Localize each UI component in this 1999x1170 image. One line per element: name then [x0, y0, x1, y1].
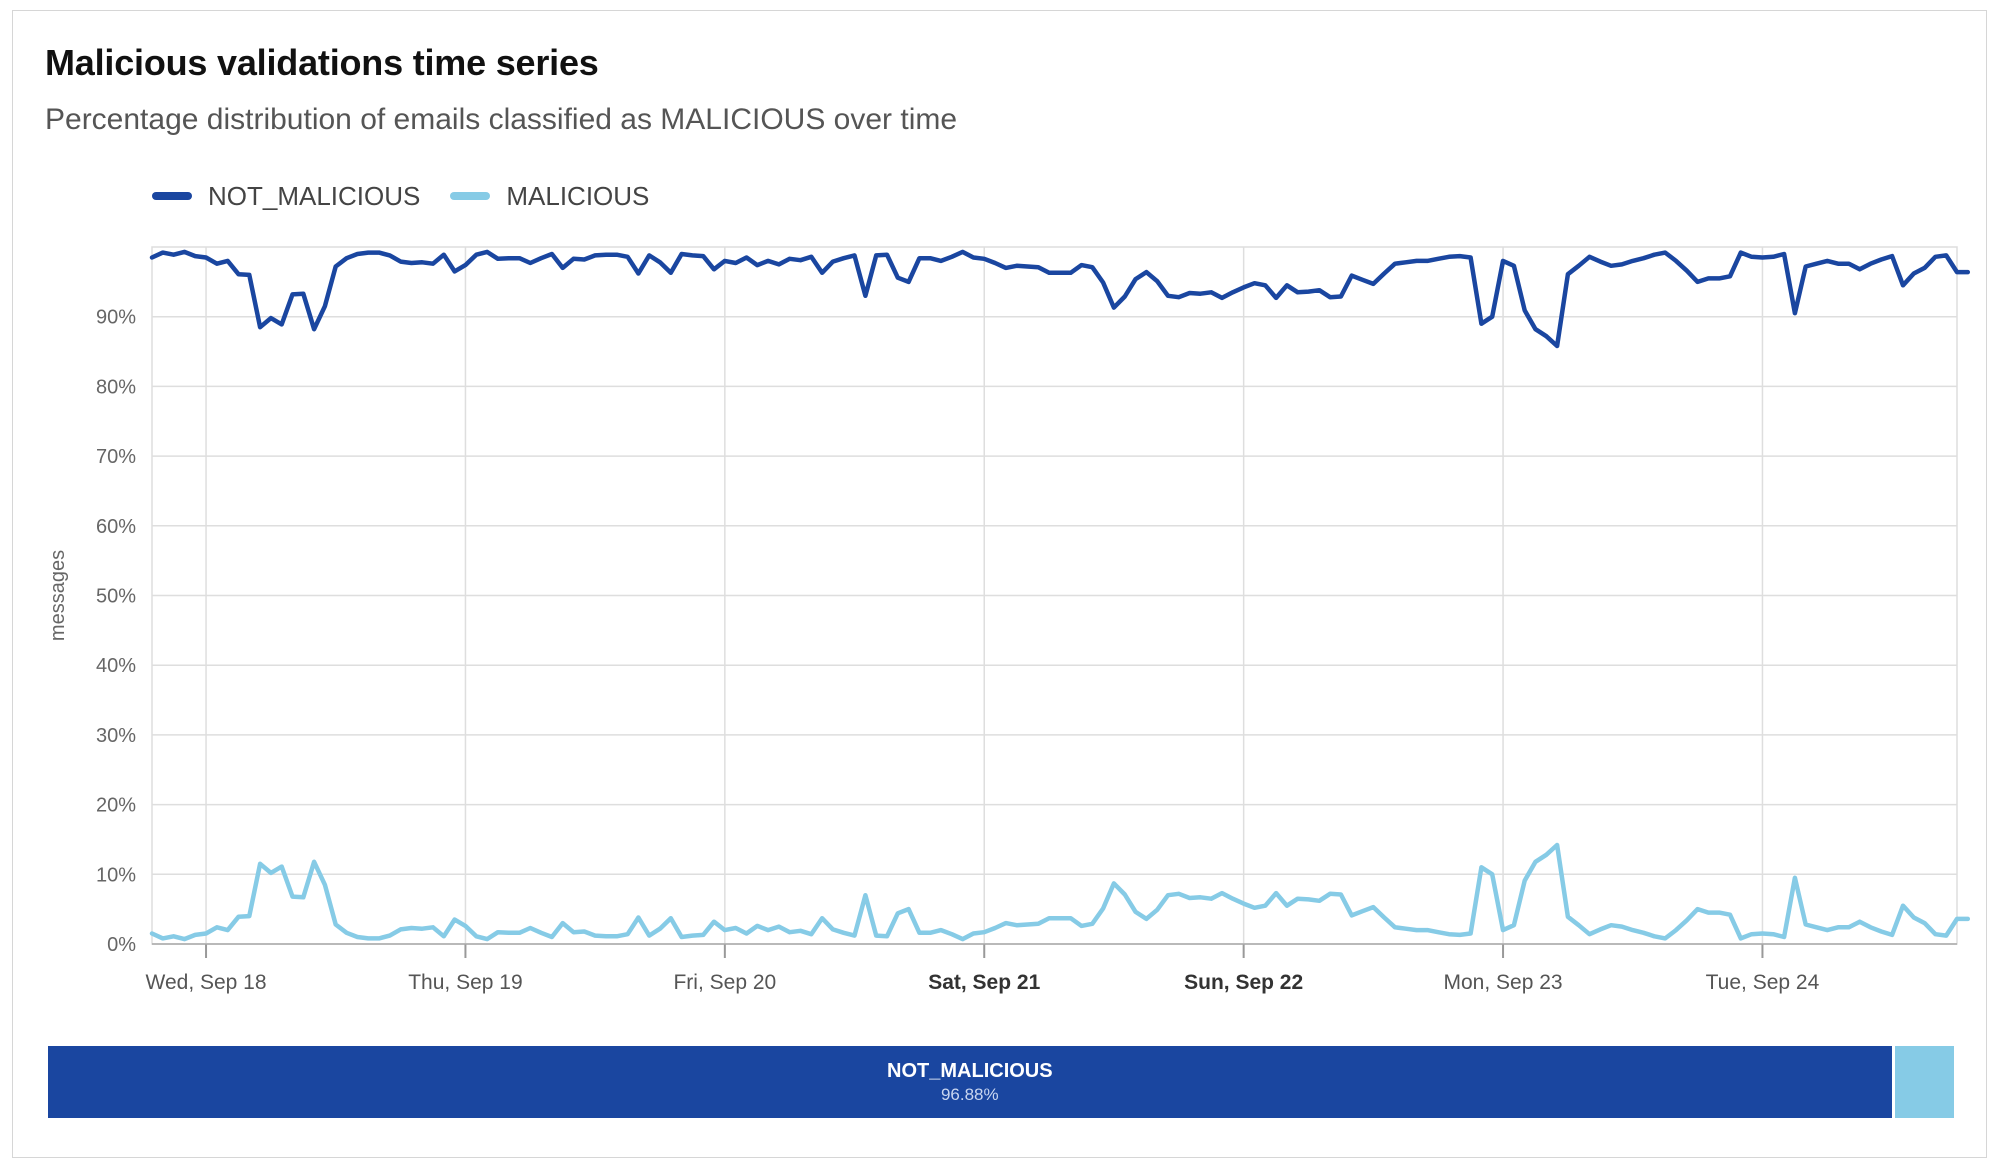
legend: NOT_MALICIOUS MALICIOUS [152, 178, 649, 214]
y-tick-label: 70% [96, 446, 136, 468]
summary-bar: NOT_MALICIOUS 96.88% [48, 1046, 1954, 1118]
y-tick-label: 80% [96, 376, 136, 398]
chart-title: Malicious validations time series [45, 42, 599, 83]
x-tick-label: Tue, Sep 24 [1706, 971, 1820, 994]
x-tick-label: Thu, Sep 19 [408, 971, 522, 994]
y-tick-label: 30% [96, 725, 136, 747]
legend-label-malicious: MALICIOUS [506, 180, 650, 211]
series-line-malicious [149, 842, 1971, 942]
legend-item-not-malicious[interactable]: NOT_MALICIOUS [152, 181, 420, 212]
series-line-not-malicious [149, 249, 1971, 349]
chart-subtitle: Percentage distribution of emails classi… [45, 103, 958, 136]
summary-segment-value: 96.88% [940, 1084, 999, 1104]
x-tick-label: Fri, Sep 20 [673, 971, 776, 994]
y-axis-title: messages [47, 550, 69, 641]
summary-segment-label: NOT_MALICIOUS [887, 1059, 1053, 1082]
x-tick-label: Mon, Sep 23 [1444, 971, 1563, 994]
x-tick-label: Sun, Sep 22 [1184, 971, 1303, 994]
y-tick-label: 50% [96, 586, 136, 608]
y-tick-label: 10% [96, 864, 136, 886]
y-tick-label: 20% [96, 795, 136, 817]
y-tick-label: 40% [96, 655, 136, 677]
legend-label-not-malicious: NOT_MALICIOUS [208, 180, 421, 211]
x-tick-label: Wed, Sep 18 [146, 971, 267, 994]
legend-swatch-not-malicious [152, 192, 192, 200]
legend-swatch-malicious [450, 192, 491, 200]
summary-segment-malicious[interactable] [1894, 1046, 1954, 1118]
y-tick-label: 90% [96, 307, 136, 329]
y-tick-label: 0% [107, 934, 136, 956]
chart-card [12, 10, 1987, 1158]
line-chart: 0% 10% 20% 30% 40% 50% 60% 70% 80% 90% Wed, Sep 18… [47, 246, 1971, 994]
summary-segment-divider [1891, 1046, 1895, 1118]
legend-item-malicious[interactable]: MALICIOUS [450, 181, 649, 212]
summary-segment-not-malicious[interactable]: NOT_MALICIOUS 96.88% [48, 1046, 1892, 1118]
y-tick-label: 60% [96, 516, 136, 538]
x-tick-label: Sat, Sep 21 [928, 971, 1040, 994]
